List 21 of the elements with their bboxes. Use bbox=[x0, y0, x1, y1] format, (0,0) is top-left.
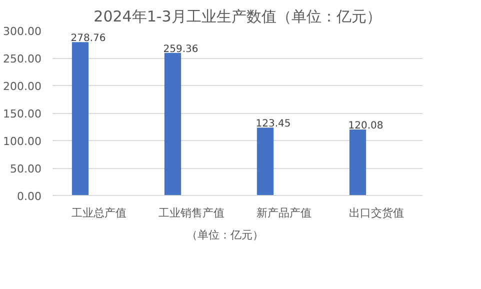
y-tick-label: 0.00 bbox=[17, 190, 42, 203]
y-tick-label: 300.00 bbox=[3, 25, 42, 38]
x-tick-label: 出口交货值 bbox=[348, 206, 404, 220]
bar bbox=[164, 52, 182, 196]
data-label: 278.76 bbox=[70, 33, 106, 44]
data-label: 120.08 bbox=[348, 120, 384, 132]
y-tick-label: 150.00 bbox=[3, 108, 42, 120]
y-tick-label: 100.00 bbox=[3, 135, 42, 148]
bar bbox=[72, 42, 89, 196]
y-tick-label: 50.00 bbox=[10, 162, 42, 176]
bar bbox=[349, 129, 366, 196]
data-label: 123.45 bbox=[256, 118, 291, 130]
x-tick-label: 工业销售产值 bbox=[158, 206, 224, 220]
x-tick-label: 新产品产值 bbox=[256, 206, 312, 220]
chart-title: 2024年1-3月工业生产数值（单位：亿元） bbox=[94, 8, 382, 26]
y-tick-label: 250.00 bbox=[3, 52, 42, 66]
data-label: 259.36 bbox=[163, 44, 198, 55]
x-tick-label: 工业总产值 bbox=[71, 206, 126, 220]
bar bbox=[256, 128, 274, 196]
text: （单位：亿元） bbox=[186, 228, 264, 242]
y-tick-label: 200.00 bbox=[3, 80, 42, 93]
